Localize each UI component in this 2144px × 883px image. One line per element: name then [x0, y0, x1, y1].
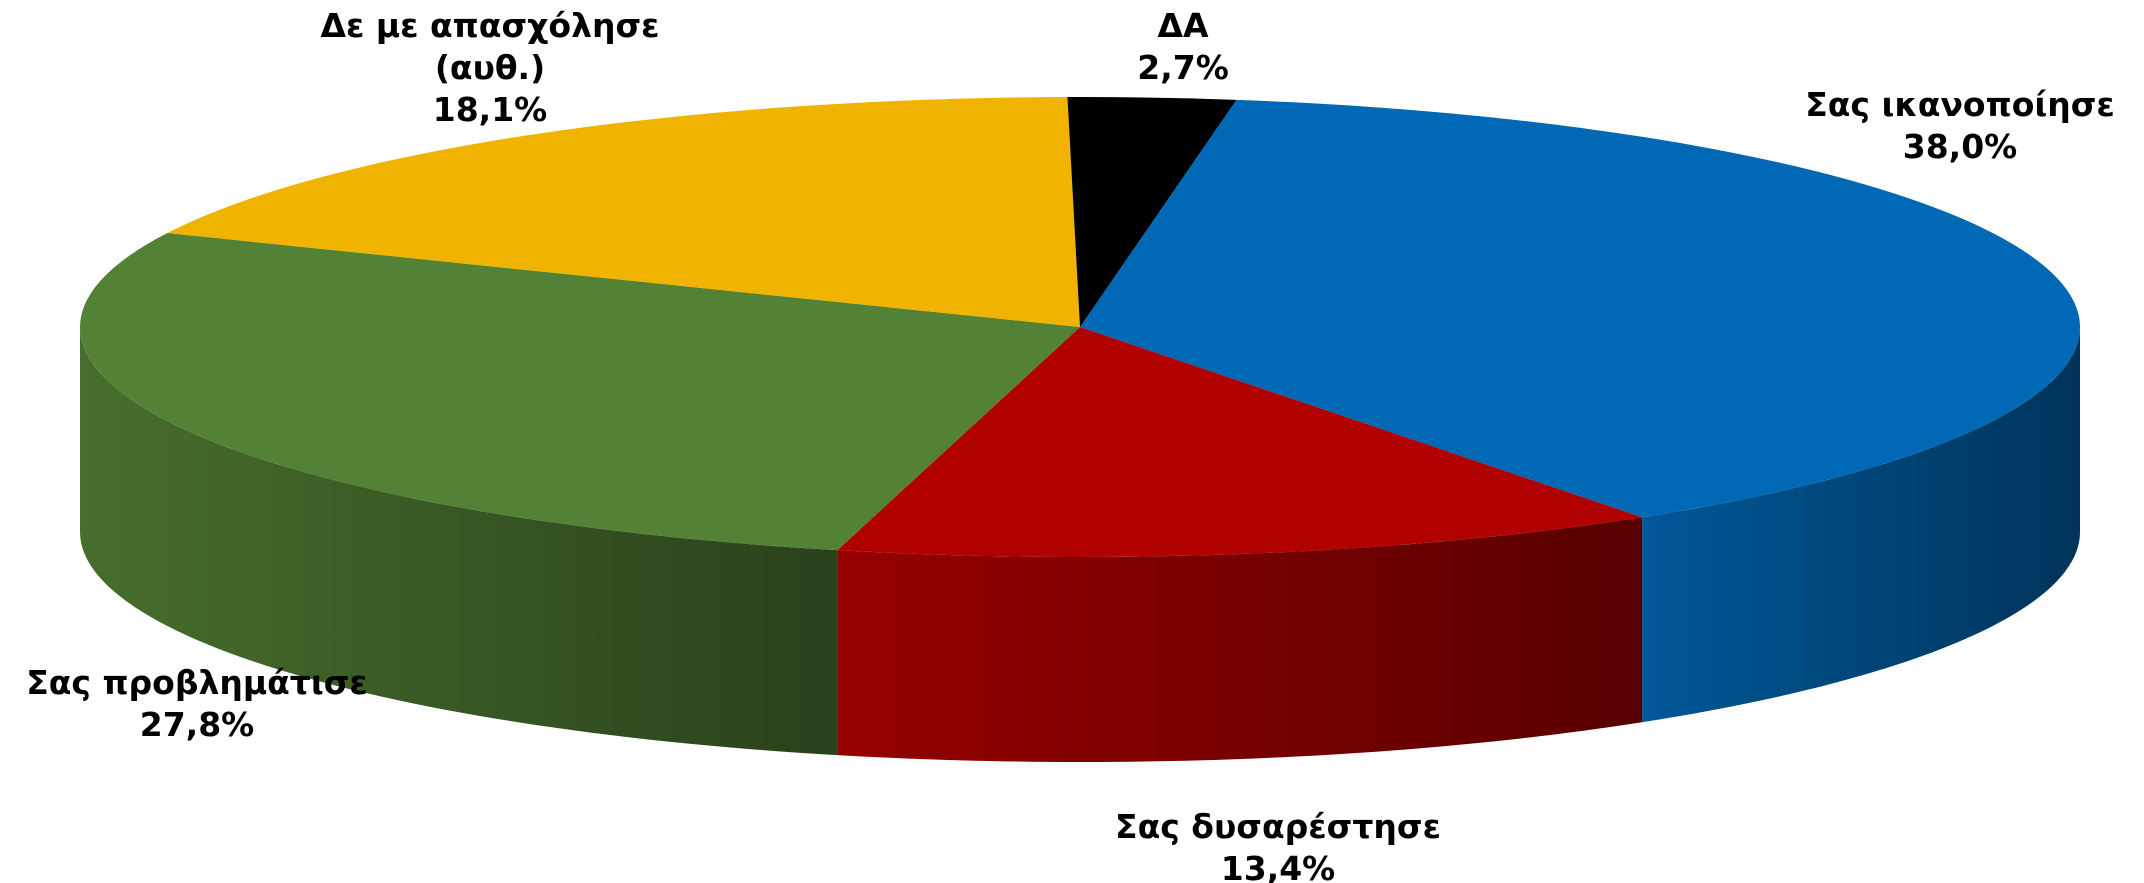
label-value: 38,0% [1903, 127, 2018, 166]
label-value: 27,8% [140, 705, 255, 744]
slice [167, 97, 1080, 327]
label-name: Σας προβλημάτισε [26, 663, 368, 702]
slice [1080, 99, 2080, 518]
label-name: ΔΑ [1157, 6, 1209, 45]
label-value: 13,4% [1221, 849, 1336, 883]
slice-side [80, 327, 838, 756]
label-name: Σας δυσαρέστησε [1115, 807, 1441, 846]
slice-side [837, 517, 1643, 762]
label-name: Δε με απασχόλησε [320, 6, 659, 45]
data-label: Σας ικανοποίησε 38,0% [1805, 85, 2115, 166]
data-label: ΔΑ 2,7% [1137, 6, 1229, 87]
slice [1067, 96, 1237, 327]
slice [837, 327, 1643, 557]
label-value: 2,7% [1137, 48, 1229, 87]
slice [80, 233, 1081, 551]
label-name: Σας ικανοποίησε [1805, 85, 2115, 124]
label-name: (αυθ.) [435, 48, 545, 87]
label-value: 18,1% [433, 90, 548, 129]
data-label: Σας προβλημάτισε 27,8% [26, 663, 368, 744]
data-label: Σας δυσαρέστησε 13,4% [1115, 807, 1441, 883]
data-label: Δε με απασχόλησε (αυθ.) 18,1% [320, 6, 659, 129]
slice-side [1642, 327, 2080, 723]
